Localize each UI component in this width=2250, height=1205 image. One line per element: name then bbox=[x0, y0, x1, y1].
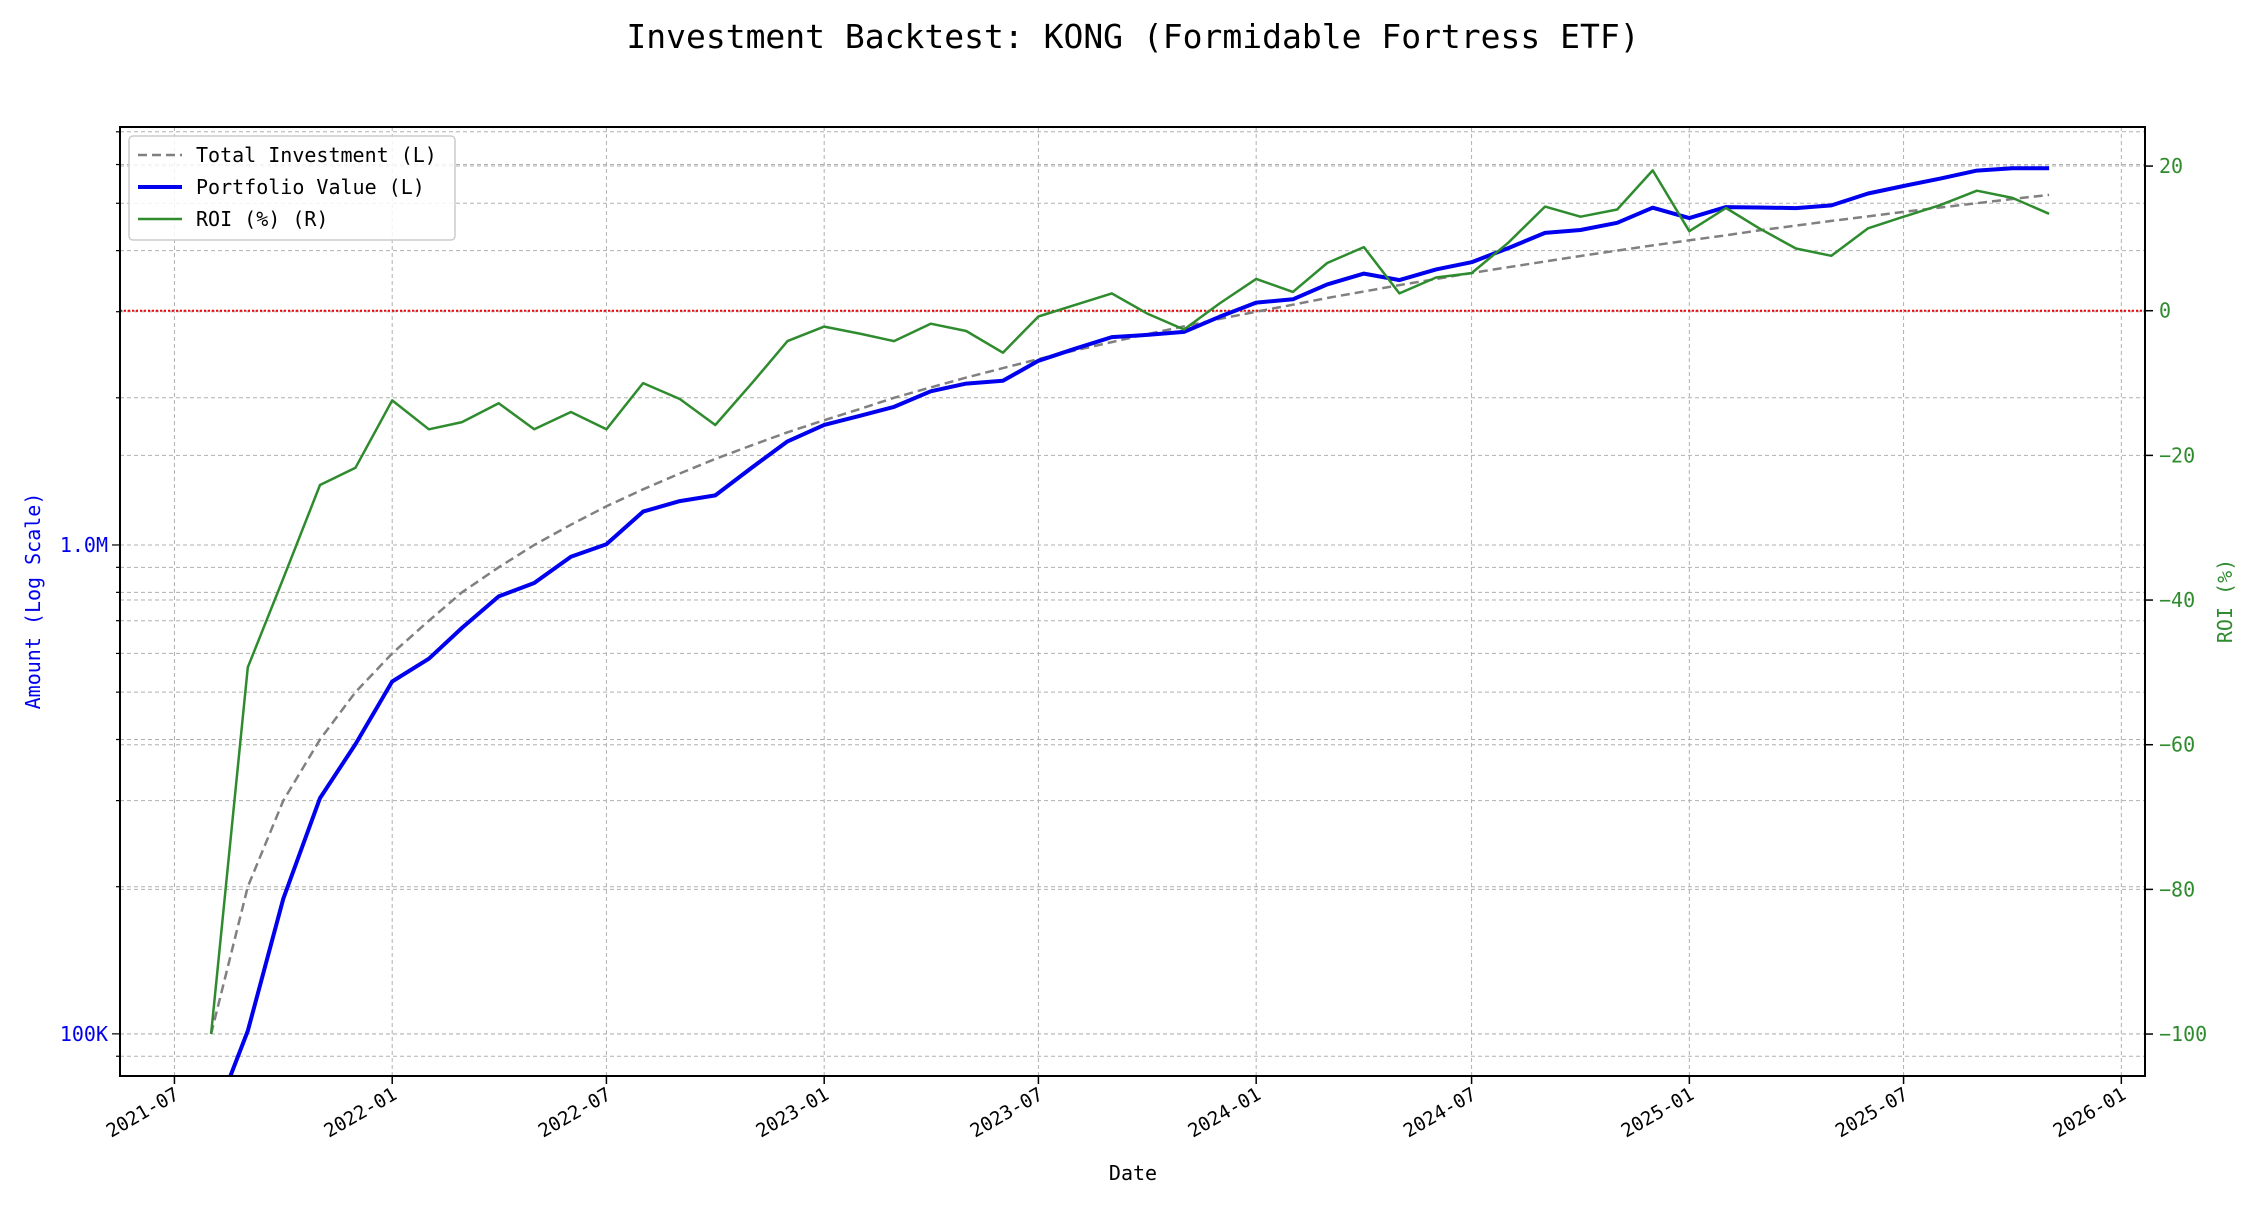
x-tick-label: 2024-01 bbox=[1184, 1083, 1264, 1142]
y-right-tick-label: 0 bbox=[2159, 299, 2171, 323]
y-right-tick-label: −60 bbox=[2159, 733, 2195, 757]
series-line-portfolio-value-l bbox=[228, 166, 2050, 1076]
y-axis-right-label: ROI (%) bbox=[2213, 559, 2237, 643]
x-tick-label: 2023-01 bbox=[752, 1083, 832, 1142]
x-tick-label: 2025-07 bbox=[1832, 1083, 1912, 1142]
series-line-roi-r bbox=[209, 169, 2050, 1035]
x-tick-label: 2024-07 bbox=[1400, 1083, 1480, 1142]
x-tick-label: 2021-07 bbox=[103, 1083, 183, 1142]
legend-box bbox=[128, 135, 456, 241]
y-left-tick-label: 1.0M bbox=[60, 533, 108, 557]
x-tick-label: 2022-07 bbox=[535, 1083, 615, 1142]
x-tick-label: 2022-01 bbox=[320, 1083, 400, 1142]
y-right-tick-label: −80 bbox=[2159, 877, 2195, 901]
y-right-tick-label: 20 bbox=[2159, 154, 2183, 178]
axes: 2021-07 2022-01 2022-07 2023-01 2023-07 2024-… bbox=[60, 131, 2207, 1142]
legend-label: Portfolio Value (L) bbox=[196, 175, 425, 199]
y-axis-left-label: Amount (Log Scale) bbox=[21, 493, 45, 710]
y-right-tick-label: −40 bbox=[2159, 588, 2195, 612]
legend: Total Investment (L) Portfolio Value (L) R… bbox=[128, 135, 456, 241]
x-tick-label: 2026-01 bbox=[2049, 1083, 2129, 1142]
y-left-tick-label: 100K bbox=[60, 1022, 108, 1046]
x-axis-label: Date bbox=[1109, 1161, 1157, 1185]
legend-label: ROI (%) (R) bbox=[196, 207, 328, 231]
legend-label: Total Investment (L) bbox=[196, 143, 437, 167]
series-group bbox=[120, 166, 2145, 1076]
series-line-total-investment-l bbox=[209, 193, 2050, 1035]
plot-frame bbox=[119, 126, 2146, 1077]
y-right-tick-label: −20 bbox=[2159, 443, 2195, 467]
grid bbox=[120, 127, 2145, 1076]
x-tick-label: 2025-01 bbox=[1617, 1083, 1697, 1142]
chart-title: Investment Backtest: KONG (Formidable Fo… bbox=[626, 17, 1639, 56]
x-tick-label: 2023-07 bbox=[967, 1083, 1047, 1142]
y-right-tick-label: −100 bbox=[2159, 1022, 2207, 1046]
